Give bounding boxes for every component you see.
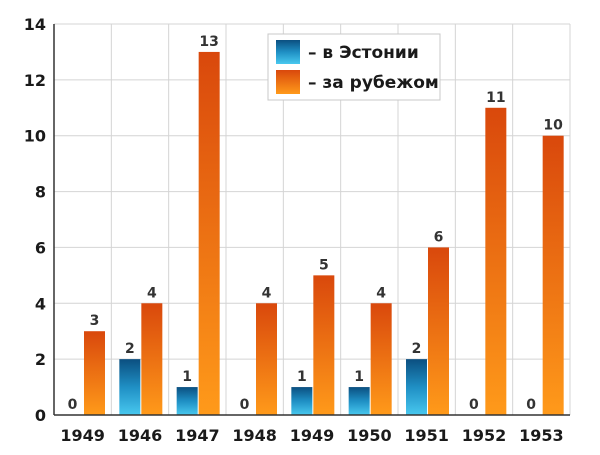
data-label-abroad: 11 bbox=[486, 90, 505, 106]
legend-label-abroad: – за рубежом bbox=[308, 73, 439, 93]
data-label-estonia: 2 bbox=[125, 341, 135, 357]
data-label-abroad: 13 bbox=[199, 34, 218, 50]
data-label-abroad: 3 bbox=[90, 313, 100, 329]
x-tick-label: 1950 bbox=[347, 426, 392, 445]
bar-abroad bbox=[141, 303, 163, 415]
data-label-abroad: 10 bbox=[543, 118, 563, 134]
bar-abroad bbox=[256, 303, 277, 415]
data-label-abroad: 4 bbox=[376, 285, 386, 301]
legend: – в Эстонии – за рубежом bbox=[267, 33, 441, 101]
bar-abroad bbox=[485, 107, 507, 416]
y-tick-label: 12 bbox=[24, 71, 46, 90]
data-label-estonia: 0 bbox=[68, 397, 78, 413]
data-label-estonia: 1 bbox=[182, 369, 192, 385]
x-tick-label: 1953 bbox=[519, 426, 564, 445]
data-label-estonia: 0 bbox=[240, 397, 250, 413]
bar-estonia bbox=[348, 387, 370, 415]
y-tick-label: 4 bbox=[35, 294, 46, 313]
x-tick-label: 1952 bbox=[462, 426, 507, 445]
y-tick-label: 6 bbox=[35, 238, 46, 257]
bars bbox=[84, 51, 564, 416]
bar-estonia bbox=[291, 387, 313, 415]
data-label-abroad: 5 bbox=[319, 257, 329, 273]
y-tick-label: 0 bbox=[35, 406, 46, 425]
bar-abroad bbox=[542, 135, 564, 415]
bar-estonia bbox=[406, 359, 427, 415]
y-tick-label: 14 bbox=[24, 15, 46, 34]
data-label-abroad: 4 bbox=[147, 285, 157, 301]
legend-swatch-estonia bbox=[276, 40, 300, 64]
x-tick-label: 1951 bbox=[404, 426, 449, 445]
data-label-estonia: 1 bbox=[297, 369, 307, 385]
bar-abroad bbox=[84, 331, 105, 415]
data-label-estonia: 0 bbox=[526, 397, 536, 413]
data-label-abroad: 6 bbox=[434, 229, 444, 245]
bar-abroad bbox=[198, 51, 220, 416]
x-tick-label: 1948 bbox=[232, 426, 277, 445]
bar-abroad bbox=[428, 247, 449, 415]
y-tick-label: 2 bbox=[35, 350, 46, 369]
x-tick-label: 1947 bbox=[175, 426, 220, 445]
x-tick-label: 1949 bbox=[60, 426, 105, 445]
data-label-estonia: 2 bbox=[412, 341, 422, 357]
bar-abroad bbox=[313, 275, 335, 415]
x-tick-label: 1949 bbox=[290, 426, 335, 445]
y-tick-label: 10 bbox=[24, 127, 46, 146]
data-label-estonia: 0 bbox=[469, 397, 479, 413]
bar-estonia bbox=[119, 359, 141, 415]
legend-swatch-abroad bbox=[276, 70, 300, 94]
x-tick-label: 1946 bbox=[118, 426, 163, 445]
bar-estonia bbox=[176, 387, 198, 415]
y-tick-label: 8 bbox=[35, 183, 46, 202]
legend-label-estonia: – в Эстонии bbox=[308, 43, 419, 63]
bar-abroad bbox=[370, 303, 392, 415]
data-label-abroad: 4 bbox=[262, 285, 272, 301]
data-label-estonia: 1 bbox=[354, 369, 364, 385]
